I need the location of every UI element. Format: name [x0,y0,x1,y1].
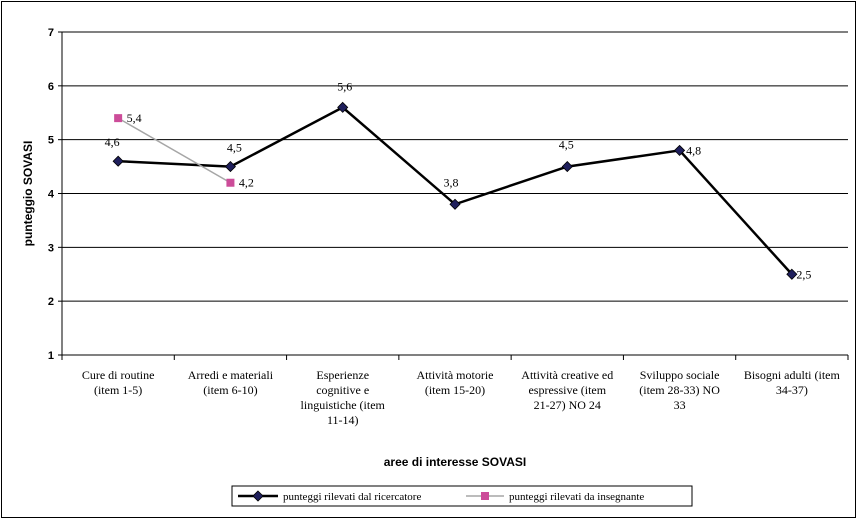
series-line-ricercatore [118,105,793,276]
data-label-ricercatore: 4,5 [559,138,574,152]
x-tick-label-line: Attività motorie [417,368,494,382]
data-label-ricercatore: 4,6 [105,135,120,149]
data-point-ricercatore [224,161,236,173]
y-axis-title: punteggio SOVASI [21,141,35,247]
x-tick-label: Sviluppo sociale (item 28-33) NO 33 [639,368,720,412]
data-label-ricercatore: 4,5 [227,141,242,155]
data-point-ricercatore [337,101,349,113]
x-tick-label-line: Cure di routine [82,368,155,382]
x-tick-label-line: (item 15-20) [425,383,485,397]
legend: punteggi rilevati dal ricercatore puntegg… [231,485,693,507]
legend-marker-insegnante [481,492,489,500]
y-tick-label: 3 [48,242,54,254]
x-tick-label-line: 34-37) [776,383,808,397]
y-tick-label: 5 [48,135,54,147]
x-tick-label: Bisogni adulti (item 34-37) [744,368,841,397]
data-point-ricercatore [674,144,686,156]
x-tick-label: Attività creative ed espressive (item 21-2… [521,368,613,412]
data-label-ricercatore: 4,8 [686,143,701,157]
y-tick-label: 2 [48,296,54,308]
x-tick-label-line: Sviluppo sociale [640,368,720,382]
data-point-ricercatore [561,161,573,173]
legend-marker-ricercatore [252,490,264,502]
x-tick-label-line: Esperienze [316,368,369,382]
data-point-ricercatore [112,155,124,167]
x-tick-label-line: linguistiche (item [301,398,386,412]
data-label-ricercatore: 2,5 [796,267,811,281]
data-label-insegnante: 5,4 [127,111,142,125]
x-tick-label-line: Attività creative ed [521,368,613,382]
legend-label-insegnante: punteggi rilevati da insegnante [509,491,644,503]
data-label-ricercatore: 5,6 [337,79,352,93]
data-point-insegnante [114,114,123,123]
legend-label-ricercatore: punteggi rilevati dal ricercatore [283,491,421,503]
y-tick-label: 6 [48,81,54,93]
x-tick-label-line: (item 1-5) [94,383,142,397]
y-tick-label: 1 [48,350,54,362]
data-point-ricercatore [449,198,461,210]
x-tick-label-line: 21-27) NO 24 [534,398,601,412]
x-tick-label: Esperienze cognitive e linguistiche (item 1… [301,368,386,427]
x-tick-label: Cure di routine (item 1-5) [82,368,155,397]
x-tick-label-line: Bisogni adulti (item [744,368,841,382]
x-tick-label: Attività motorie (item 15-20) [417,368,494,397]
x-tick-label-line: Arredi e materiali [188,368,274,382]
legend-box [231,485,693,507]
x-tick-label-line: (item 28-33) NO [639,383,720,397]
series-line-insegnante [117,117,231,184]
x-tick-label-line: espressive (item [528,383,606,397]
data-point-insegnante [226,178,235,187]
x-tick-label-line: cognitive e [316,383,369,397]
x-tick-label-line: 11-14) [327,413,359,427]
x-axis-title: aree di interesse SOVASI [384,455,527,469]
data-label-insegnante: 4,2 [239,176,254,190]
x-tick-label-line: (item 6-10) [203,383,257,397]
x-tick-label: Arredi e materiali (item 6-10) [188,368,274,397]
y-tick-label: 4 [48,189,55,201]
data-label-ricercatore: 3,8 [444,175,459,189]
y-tick-label: 7 [48,27,54,39]
x-tick-label-line: 33 [674,398,686,412]
data-point-ricercatore [786,268,798,280]
